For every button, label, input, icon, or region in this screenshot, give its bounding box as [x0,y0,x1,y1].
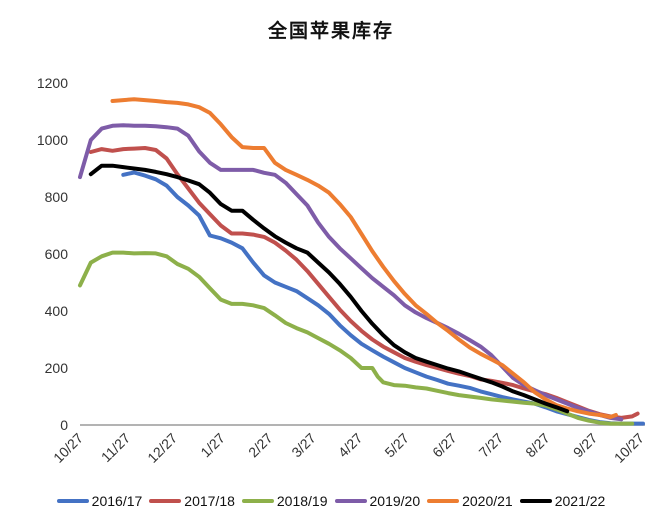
x-tick-label: 6/27 [429,430,460,461]
series-line-2019-20 [78,123,624,422]
series-lines [78,97,645,426]
y-tick-label: 1200 [37,75,68,91]
chart-legend: 2016/17 2017/18 2018/19 2019/20 2020/21 2021/… [0,493,662,509]
y-axis: 0 200 400 600 800 1000 1200 [37,75,68,433]
legend-label: 2017/18 [184,493,235,509]
legend-label: 2021/22 [554,493,606,509]
y-tick-label: 800 [45,189,69,205]
y-tick-label: 200 [45,360,69,376]
legend-label: 2020/21 [462,493,513,509]
x-tick-label: 3/27 [288,430,319,461]
x-tick-label: 11/27 [98,430,134,466]
series-line-2016-17 [121,170,645,426]
x-tick-label: 7/27 [476,430,507,461]
legend-label: 2018/19 [276,493,328,509]
x-tick-label: 5/27 [381,430,412,461]
x-axis: 10/27 11/27 12/27 1/27 2/27 3/27 4/27 5/27 6/27 7… [50,424,647,466]
legend-item: 2019/20 [334,493,421,509]
x-tick-label: 8/27 [522,430,553,461]
legend-label: 2016/17 [91,493,143,509]
legend-swatch-icon [334,499,367,503]
legend-swatch-icon [427,499,460,503]
legend-item: 2016/17 [56,493,143,509]
y-tick-label: 600 [45,246,69,262]
legend-swatch-icon [519,499,552,503]
series-line-2017-18 [88,146,640,420]
x-tick-label: 12/27 [144,430,180,466]
x-tick-label: 9/27 [570,430,601,461]
x-tick-label: 10/27 [611,430,647,466]
x-tick-label: 10/27 [50,430,86,466]
x-tick-label: 4/27 [335,430,366,461]
legend-label: 2019/20 [369,493,421,509]
x-tick-label: 1/27 [197,430,228,461]
y-tick-label: 0 [60,417,68,433]
series-line-2018-19 [78,250,635,426]
y-tick-label: 400 [45,303,69,319]
legend-swatch-icon [56,499,89,503]
legend-item: 2018/19 [241,493,328,509]
chart-title: 全国苹果库存 [267,20,394,42]
y-tick-label: 1000 [37,132,68,148]
legend-swatch-icon [149,499,182,503]
series-line-2021-22 [88,163,570,414]
legend-item: 2020/21 [427,493,513,509]
series-line-2020-21 [110,97,618,419]
legend-item: 2021/22 [519,493,606,509]
x-tick-label: 2/27 [245,430,276,461]
legend-swatch-icon [241,499,274,503]
legend-item: 2017/18 [149,493,235,509]
